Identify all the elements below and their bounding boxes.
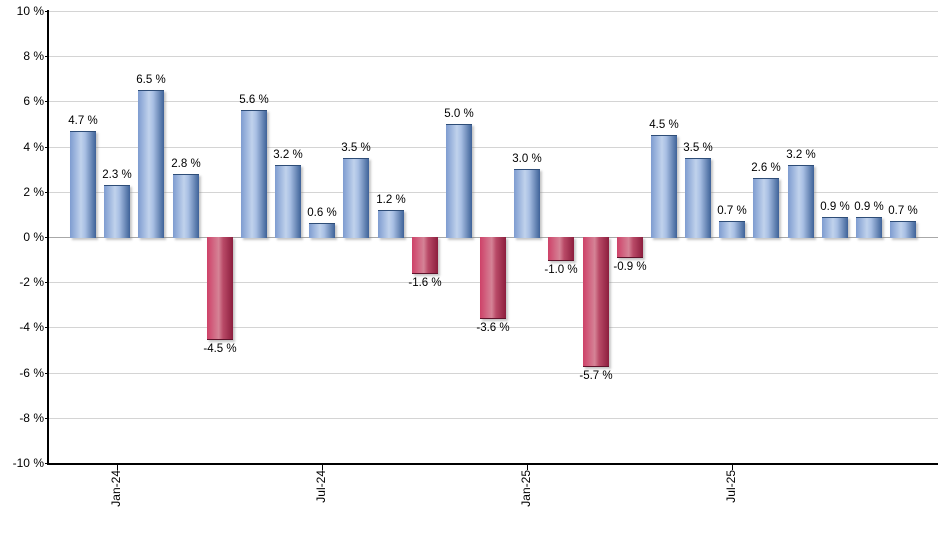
bar-positive (275, 165, 301, 238)
bar-positive (343, 158, 369, 238)
gridline (49, 56, 938, 57)
bar-positive (685, 158, 711, 238)
bar-value-label: -1.6 % (408, 277, 442, 289)
bar-value-label: -0.9 % (613, 261, 647, 273)
y-tick (45, 463, 49, 464)
bar-value-label: 0.9 % (854, 201, 884, 213)
bar-value-label: -4.5 % (203, 343, 237, 355)
gridline (49, 373, 938, 374)
bar-value-label: 3.5 % (341, 142, 371, 154)
x-tick (527, 465, 528, 470)
bar-value-label: 5.6 % (239, 94, 269, 106)
y-tick-label: 4 % (23, 140, 44, 154)
bar-value-label: 2.8 % (171, 158, 201, 170)
y-tick (45, 282, 49, 283)
bar-positive (890, 221, 916, 238)
bar-value-label: 3.2 % (786, 149, 816, 161)
x-axis-line (47, 463, 938, 465)
gridline (49, 418, 938, 419)
bar-value-label: 0.6 % (307, 207, 337, 219)
bar-negative (548, 237, 574, 261)
bar-positive (753, 178, 779, 238)
bar-value-label: 0.7 % (888, 205, 918, 217)
y-tick (45, 237, 49, 238)
bar-value-label: 6.5 % (136, 74, 166, 86)
bar-positive (719, 221, 745, 238)
bar-positive (514, 169, 540, 238)
y-tick-label: 8 % (23, 49, 44, 63)
x-tick-label: Jul-25 (724, 470, 738, 503)
x-tick (732, 465, 733, 470)
gridline (49, 192, 938, 193)
bar-negative (480, 237, 506, 319)
bar-value-label: 4.7 % (68, 115, 98, 127)
bar-value-label: 3.0 % (512, 153, 542, 165)
x-tick-label: Jan-24 (109, 470, 123, 507)
bar-value-label: 4.5 % (649, 119, 679, 131)
bar-value-label: 0.7 % (717, 205, 747, 217)
gridline (49, 101, 938, 102)
gridline (49, 147, 938, 148)
bar-value-label: -1.0 % (544, 264, 578, 276)
y-tick (45, 147, 49, 148)
x-tick (322, 465, 323, 470)
y-tick (45, 11, 49, 12)
bar-value-label: 5.0 % (444, 108, 474, 120)
bar-value-label: 2.3 % (102, 169, 132, 181)
y-tick-label: 10 % (16, 4, 44, 18)
bar-value-label: 3.2 % (273, 149, 303, 161)
bar-negative (583, 237, 609, 367)
y-tick-label: 6 % (23, 94, 44, 108)
y-tick-label: 2 % (23, 185, 44, 199)
gridline (49, 11, 938, 12)
bar-positive (138, 90, 164, 238)
bar-value-label: -3.6 % (476, 322, 510, 334)
bar-negative (412, 237, 438, 274)
x-tick (117, 465, 118, 470)
bar-value-label: 1.2 % (376, 194, 406, 206)
y-tick-label: -10 % (12, 456, 44, 470)
bar-positive (378, 210, 404, 238)
bar-positive (173, 174, 199, 238)
x-tick-label: Jan-25 (519, 470, 533, 507)
bar-value-label: 3.5 % (683, 142, 713, 154)
bar-positive (309, 223, 335, 238)
bar-value-label: 2.6 % (751, 162, 781, 174)
y-tick (45, 192, 49, 193)
y-tick (45, 373, 49, 374)
y-tick (45, 56, 49, 57)
bar-positive (446, 124, 472, 238)
y-tick-label: 0 % (23, 230, 44, 244)
y-tick-label: -4 % (19, 320, 44, 334)
bar-positive (104, 185, 130, 238)
y-tick-label: -6 % (19, 366, 44, 380)
bar-positive (788, 165, 814, 238)
y-tick (45, 101, 49, 102)
bar-negative (617, 237, 643, 258)
bar-positive (70, 131, 96, 238)
x-tick-label: Jul-24 (314, 470, 328, 503)
bar-positive (241, 110, 267, 238)
y-tick-label: -2 % (19, 275, 44, 289)
gridline (49, 327, 938, 328)
bar-positive (822, 217, 848, 238)
bar-value-label: 0.9 % (820, 201, 850, 213)
y-tick (45, 327, 49, 328)
bar-value-label: -5.7 % (579, 370, 613, 382)
bar-positive (651, 135, 677, 238)
bar-positive (856, 217, 882, 238)
bar-negative (207, 237, 233, 340)
y-tick-label: -8 % (19, 411, 44, 425)
y-tick (45, 418, 49, 419)
